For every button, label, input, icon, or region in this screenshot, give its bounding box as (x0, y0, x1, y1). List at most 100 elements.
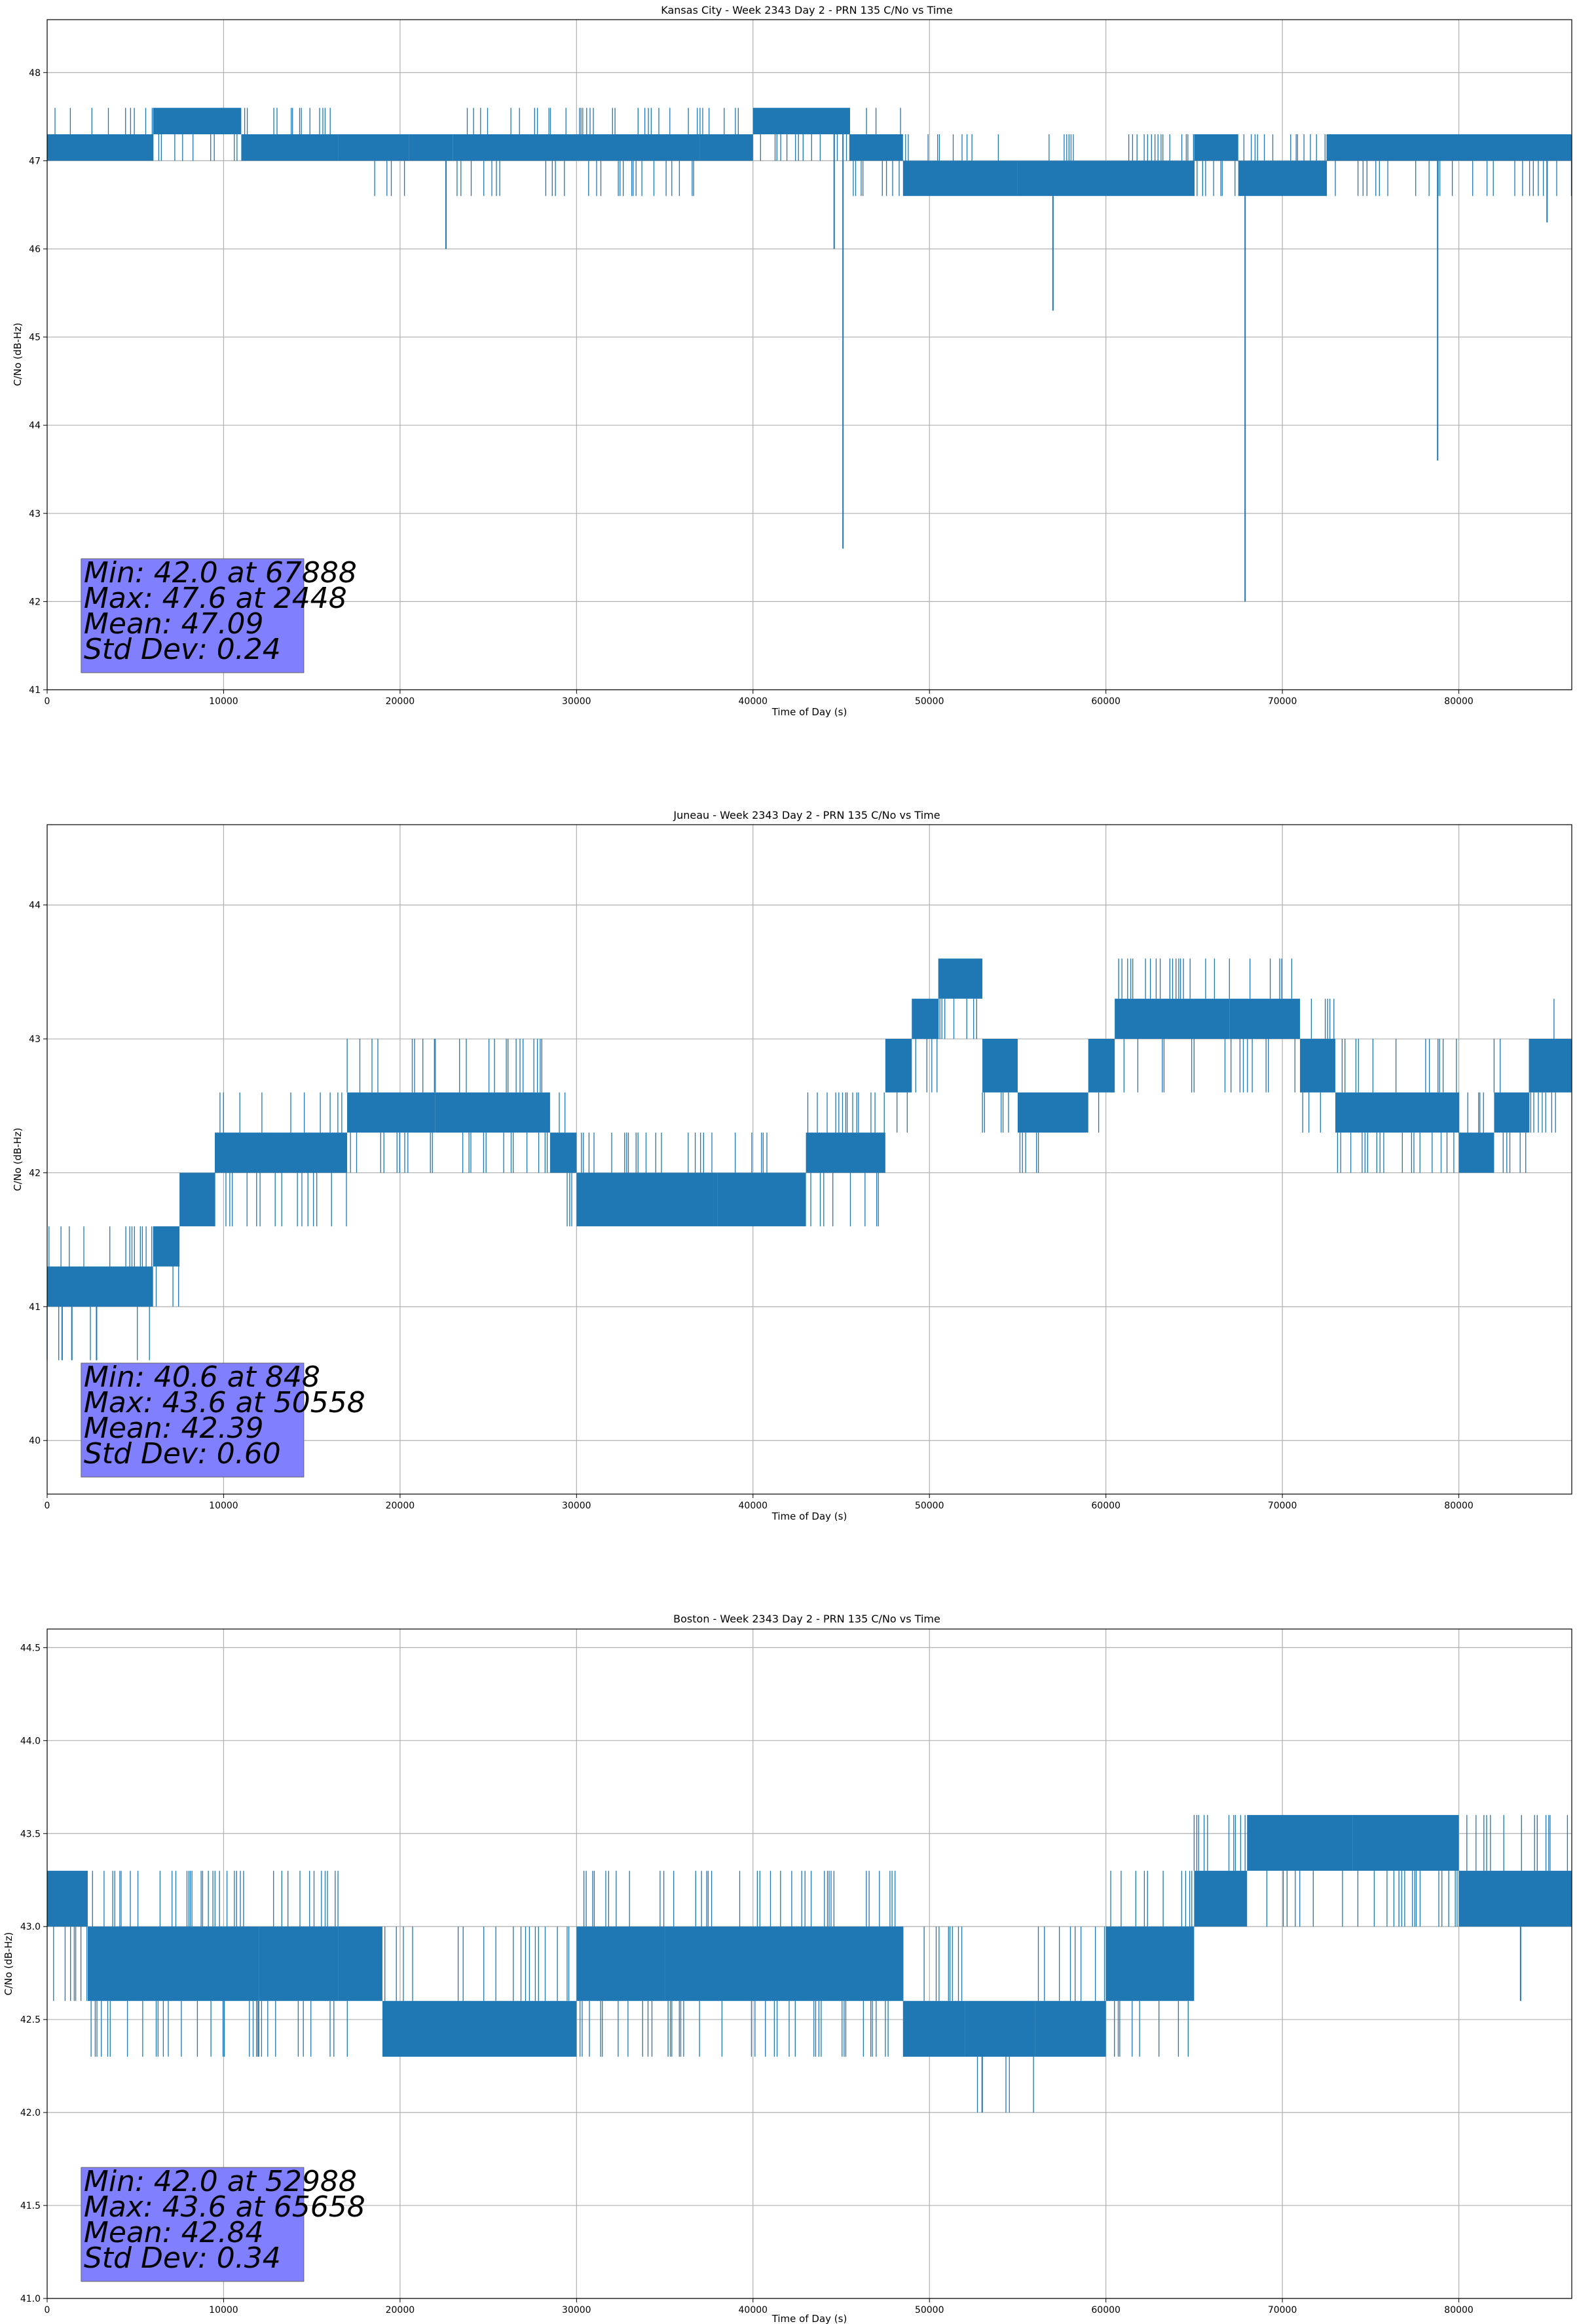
stats-line: Mean: 42.39 (84, 1412, 264, 1445)
series-band (576, 1172, 718, 1227)
x-tick-label: 40000 (739, 696, 768, 707)
series-jitter (853, 107, 901, 197)
plot-frame (46, 824, 1572, 1495)
y-ticks: 41 42 43 44 45 46 47 48 (29, 68, 47, 696)
series-jitter (1530, 998, 1556, 1133)
y-tick-label: 44.5 (20, 1643, 41, 1653)
series-jitter (760, 134, 851, 161)
y-tick-label: 45 (29, 333, 41, 343)
x-tick-label: 20000 (386, 1501, 415, 1511)
series-band (241, 134, 339, 161)
series-jitter (1357, 1871, 1458, 1927)
series-jitter (976, 2056, 1034, 2113)
plot-frame (46, 19, 1572, 690)
stats-box-background (81, 1362, 305, 1478)
x-tick-label: 30000 (562, 696, 591, 707)
series-band (153, 1226, 180, 1267)
series-jitter (897, 1092, 908, 1133)
x-tick-label: 40000 (739, 1501, 768, 1511)
series-band (259, 1926, 339, 2001)
series-band (1017, 1092, 1088, 1133)
series-jitter (456, 107, 698, 197)
x-tick-label: 20000 (386, 2305, 415, 2315)
x-tick-label: 60000 (1091, 696, 1121, 707)
x-tick-label: 70000 (1268, 2305, 1297, 2315)
series-band (453, 134, 700, 161)
series-band (885, 1039, 912, 1093)
chart-title: Juneau - Week 2343 Day 2 - PRN 135 C/No … (673, 809, 940, 821)
series-jitter (735, 1133, 768, 1173)
y-tick-label: 42.5 (20, 2015, 41, 2025)
x-tick-label: 80000 (1444, 696, 1474, 707)
chart-boston: Boston - Week 2343 Day 2 - PRN 135 C/No … (3, 1613, 1572, 2324)
x-tick-label: 80000 (1444, 1501, 1474, 1511)
x-tick-label: 70000 (1268, 1501, 1297, 1511)
series-band (576, 1926, 665, 2001)
series-band (717, 1172, 806, 1227)
series-jitter (54, 107, 153, 134)
series-band (1088, 1039, 1115, 1093)
series-band (1105, 1926, 1195, 2001)
series-band (47, 1266, 153, 1307)
series-cno (46, 958, 1572, 1360)
series-band (912, 998, 938, 1040)
series-band (1115, 998, 1230, 1040)
series-jitter (153, 134, 238, 161)
series-jitter (1229, 958, 1295, 1093)
x-ticks: 0 10000 20000 30000 40000 50000 60000 70000 8000… (45, 2298, 1474, 2315)
x-tick-label: 0 (45, 2305, 50, 2315)
series-band (1529, 1039, 1572, 1093)
series-jitter (1466, 1814, 1568, 1871)
series-jitter (902, 1926, 963, 2001)
y-ticks: 40 41 42 43 44 (29, 901, 47, 1446)
y-tick-label: 42 (29, 597, 41, 607)
series-band (1035, 2000, 1106, 2057)
x-axis-label: Time of Day (s) (771, 706, 847, 718)
series-band (849, 134, 903, 161)
y-tick-label: 40 (29, 1436, 41, 1446)
series-band (1247, 1814, 1353, 1871)
stats-line: Min: 42.0 at 52988 (84, 2165, 357, 2198)
y-axis-label: C/No (dB-Hz) (12, 323, 24, 386)
y-tick-label: 47 (29, 156, 41, 166)
x-tick-label: 10000 (209, 2305, 238, 2315)
series-band (982, 1039, 1018, 1093)
series-band (665, 1926, 903, 2001)
stats-line: Max: 47.6 at 2448 (84, 582, 347, 615)
series-band (1194, 1871, 1248, 1927)
x-tick-label: 30000 (562, 2305, 591, 2315)
series-jitter (1458, 1092, 1484, 1133)
y-tick-label: 43 (29, 509, 41, 519)
series-jitter (214, 1092, 347, 1227)
series-jitter (244, 107, 331, 134)
series-jitter (938, 998, 977, 1039)
series-jitter (53, 1926, 88, 2001)
series-jitter (1193, 1814, 1246, 1871)
x-tick-label: 20000 (386, 696, 415, 707)
x-tick-label: 60000 (1091, 2305, 1121, 2315)
series-jitter (1193, 160, 1236, 197)
series-jitter (374, 160, 405, 197)
stats-line: Min: 40.6 at 848 (84, 1360, 320, 1394)
y-tick-label: 42 (29, 1168, 41, 1178)
stats-line: Std Dev: 0.24 (84, 633, 281, 666)
series-band (153, 107, 242, 134)
series-band (1335, 1092, 1459, 1133)
series-band (179, 1172, 215, 1227)
series-jitter (1118, 958, 1226, 1093)
series-jitter (1493, 1039, 1530, 1173)
y-tick-label: 43.5 (20, 1829, 41, 1839)
y-tick-label: 43.0 (20, 1922, 41, 1932)
stats-box-background (81, 2167, 305, 2282)
series-band (1458, 1871, 1572, 1927)
x-axis-label: Time of Day (s) (771, 1510, 847, 1522)
y-tick-label: 44.0 (20, 1736, 41, 1746)
series-jitter (435, 1039, 548, 1173)
series-band (435, 1092, 550, 1133)
series-band (382, 2000, 577, 2057)
series-band (1238, 160, 1327, 197)
series-jitter (258, 1871, 339, 2057)
y-tick-label: 41.0 (20, 2294, 41, 2304)
x-tick-label: 0 (45, 696, 50, 707)
